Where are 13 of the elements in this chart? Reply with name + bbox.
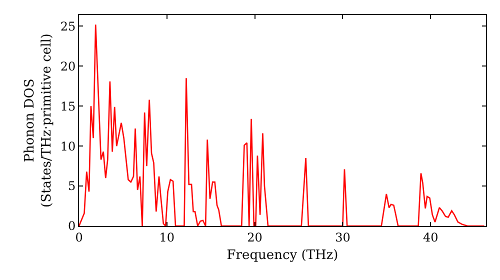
y-tick-label: 0: [68, 219, 76, 234]
y-tick-label: 15: [60, 99, 76, 114]
x-axis-title: Frequency (THz): [226, 248, 338, 263]
y-tick-label: 10: [60, 139, 76, 154]
x-tick-label: 40: [422, 230, 438, 244]
y-tick-label: 5: [68, 179, 76, 194]
x-tick-label: 30: [335, 230, 350, 244]
y-tick-label: 25: [60, 19, 76, 34]
y-axis-title: Phonon DOS (States/THz·primitive cell): [22, 33, 54, 208]
x-tick-label: 10: [159, 230, 175, 244]
y-tick-label: 20: [60, 59, 76, 74]
line-series: [79, 24, 485, 226]
x-tick-label: 20: [247, 230, 262, 244]
